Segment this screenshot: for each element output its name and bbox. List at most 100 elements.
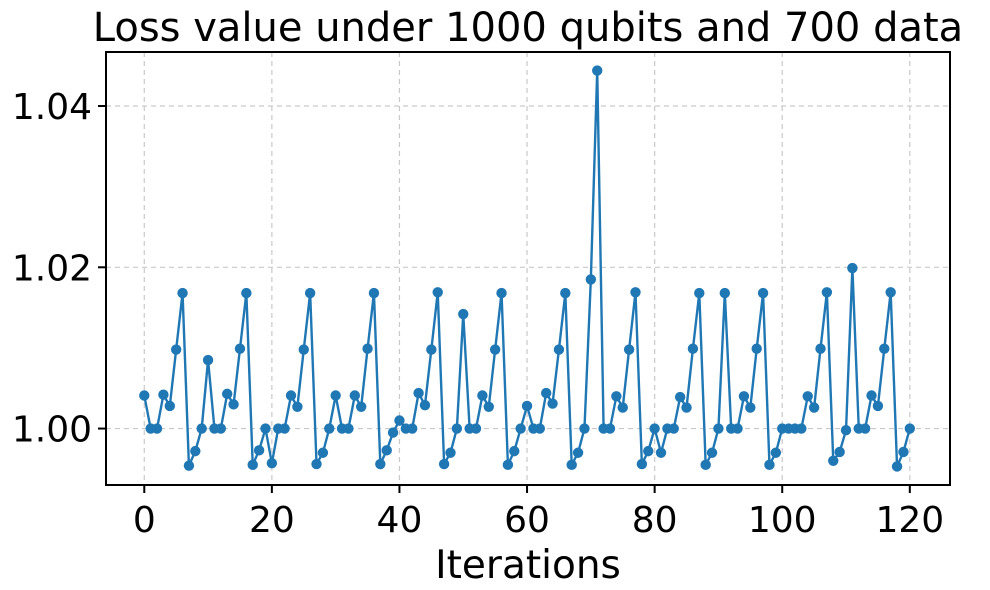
data-point-marker [623, 344, 635, 355]
data-point-marker [821, 287, 833, 298]
data-point-marker [751, 343, 762, 354]
data-point-marker [859, 423, 871, 434]
y-tick-label: 1.02 [12, 248, 92, 289]
data-point-marker [885, 287, 896, 298]
data-point-marker [898, 446, 909, 458]
data-point-marker [757, 287, 769, 299]
data-point-marker [560, 287, 571, 299]
data-point-marker [815, 343, 826, 354]
data-point-marker [764, 459, 775, 471]
x-axis-label: Iterations [435, 543, 621, 588]
data-point-marker [413, 387, 424, 399]
data-point-marker [611, 391, 622, 402]
data-point-marker [483, 401, 494, 412]
data-point-marker [260, 423, 271, 434]
data-point-marker [183, 460, 195, 471]
data-point-marker [343, 423, 354, 434]
data-point-marker [681, 402, 692, 413]
x-tick-label: 40 [377, 500, 423, 541]
data-point-marker [375, 458, 386, 470]
data-point-marker [470, 423, 482, 434]
data-point-marker [298, 344, 309, 355]
data-point-marker [387, 427, 399, 438]
data-point-marker [604, 423, 616, 434]
data-point-marker [164, 400, 175, 412]
data-point-marker [438, 458, 450, 470]
data-point-marker [834, 446, 845, 458]
data-point-marker [866, 390, 877, 401]
data-point-marker [713, 423, 724, 434]
data-point-marker [317, 447, 329, 458]
data-point-marker [170, 344, 182, 355]
x-tick-label: 20 [249, 500, 295, 541]
data-series-layer [139, 65, 916, 472]
data-point-marker [706, 447, 718, 458]
data-point-marker [177, 287, 188, 299]
data-point-marker [285, 390, 297, 401]
chart-title: Loss value under 1000 qubits and 700 dat… [93, 5, 963, 51]
data-point-marker [840, 424, 852, 436]
data-point-marker [426, 344, 437, 355]
data-point-marker [215, 423, 227, 434]
data-point-marker [515, 423, 526, 434]
data-point-marker [419, 399, 431, 411]
data-point-marker [451, 423, 463, 434]
plot-area [106, 52, 950, 485]
data-point-marker [368, 287, 380, 299]
x-tick-label: 80 [632, 500, 678, 541]
data-point-marker [668, 423, 679, 434]
data-point-marker [719, 287, 731, 299]
data-point-marker [828, 455, 839, 467]
data-point-marker [394, 415, 405, 426]
data-point-marker [324, 423, 335, 434]
data-point-marker [674, 391, 686, 403]
grid-layer [106, 52, 950, 485]
data-point-marker [891, 461, 903, 472]
data-point-marker [407, 423, 418, 434]
data-point-marker [617, 402, 628, 413]
data-point-marker [502, 459, 514, 471]
data-point-marker [355, 401, 367, 412]
y-tick-label: 1.00 [12, 410, 92, 451]
data-point-marker [234, 343, 246, 354]
data-point-marker [330, 390, 341, 401]
data-point-marker [585, 274, 597, 285]
data-point-marker [228, 399, 239, 410]
data-point-marker [796, 423, 807, 434]
data-point-marker [158, 389, 169, 400]
data-point-marker [190, 445, 201, 457]
data-point-marker [477, 390, 488, 401]
data-point-marker [847, 262, 858, 274]
data-point-marker [247, 459, 258, 471]
x-tick-label: 60 [504, 500, 550, 541]
data-point-marker [879, 343, 890, 354]
data-point-marker [202, 354, 214, 366]
data-point-marker [566, 459, 577, 471]
data-point-marker [655, 447, 667, 458]
x-tick-label: 100 [748, 500, 817, 541]
data-point-marker [362, 343, 373, 354]
data-point-marker [872, 400, 884, 412]
data-point-marker [687, 343, 699, 354]
data-point-marker [579, 423, 590, 434]
data-point-marker [636, 458, 648, 470]
data-point-marker [534, 423, 545, 434]
data-point-marker [738, 391, 750, 402]
data-point-marker [521, 400, 533, 412]
data-point-marker [222, 388, 233, 400]
x-tick-label: 120 [875, 500, 944, 541]
data-point-marker [349, 390, 360, 401]
data-point-marker [489, 344, 501, 355]
data-point-marker [266, 458, 278, 469]
data-point-marker [732, 423, 743, 434]
data-point-marker [304, 287, 316, 299]
data-point-marker [553, 344, 565, 355]
data-point-marker [547, 398, 558, 409]
data-point-marker [241, 287, 252, 299]
data-point-marker [808, 402, 820, 413]
data-point-marker [745, 402, 756, 413]
data-point-marker [770, 447, 782, 458]
data-point-marker [592, 65, 603, 76]
